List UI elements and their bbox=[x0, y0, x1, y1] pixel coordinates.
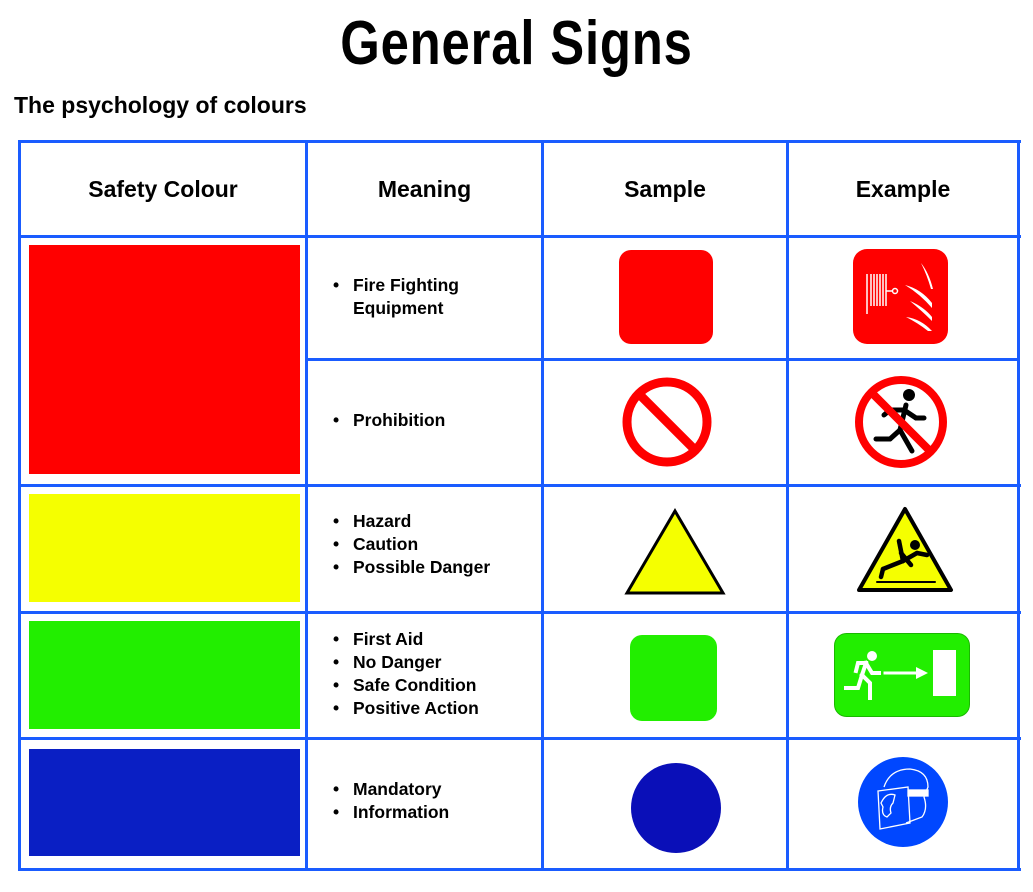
table-border bbox=[541, 140, 544, 871]
table-border bbox=[305, 358, 1020, 361]
bullet: • bbox=[333, 629, 340, 649]
meaning-mandatory: • Mandatory • Information bbox=[333, 778, 449, 824]
yellow-swatch bbox=[29, 494, 300, 602]
red-rounded-square-sample bbox=[619, 250, 713, 344]
meaning-prohibition: • Prohibition bbox=[333, 409, 445, 432]
header-sample: Sample bbox=[624, 176, 706, 202]
meaning-item: Positive Action bbox=[353, 698, 479, 718]
table-border bbox=[19, 611, 1021, 614]
meaning-hazard: • Hazard • Caution • Possible Danger bbox=[333, 510, 490, 579]
red-swatch bbox=[29, 245, 300, 474]
bullet: • bbox=[333, 802, 340, 822]
header-meaning: Meaning bbox=[377, 176, 472, 202]
fire-hose-reel-icon bbox=[853, 249, 948, 344]
emergency-exit-icon bbox=[834, 633, 970, 717]
table-border bbox=[19, 235, 1021, 238]
bullet: • bbox=[333, 675, 340, 695]
bullet: • bbox=[333, 557, 340, 577]
meaning-item: Caution bbox=[353, 534, 419, 554]
bullet: • bbox=[333, 534, 340, 554]
no-running-icon bbox=[855, 376, 947, 468]
bullet: • bbox=[333, 275, 340, 295]
meaning-item: First Aid bbox=[353, 629, 424, 649]
table-border bbox=[19, 140, 1021, 143]
meaning-item: Prohibition bbox=[353, 410, 446, 430]
prohibition-circle-sample bbox=[622, 377, 712, 467]
bullet: • bbox=[333, 652, 340, 672]
bullet: • bbox=[333, 410, 340, 430]
table-border bbox=[1017, 140, 1020, 871]
bullet: • bbox=[333, 779, 340, 799]
blue-swatch bbox=[29, 749, 300, 856]
meaning-first-aid: • First Aid • No Danger • Safe Condition • P… bbox=[333, 628, 479, 720]
bullet: • bbox=[333, 698, 340, 718]
yellow-triangle-sample bbox=[624, 508, 726, 595]
header-safety-colour: Safety Colour bbox=[88, 176, 238, 202]
page-subtitle: The psychology of colours bbox=[14, 92, 307, 118]
meaning-fire-fighting: • Fire Fighting Equipment bbox=[333, 274, 483, 320]
green-rounded-square-sample bbox=[630, 635, 717, 721]
meaning-item: Fire Fighting Equipment bbox=[353, 275, 459, 318]
table-border bbox=[19, 737, 1021, 740]
table-border bbox=[305, 140, 308, 871]
slippery-floor-warning-icon bbox=[857, 507, 953, 592]
meaning-item: Safe Condition bbox=[353, 675, 477, 695]
green-swatch bbox=[29, 621, 300, 729]
meaning-item: Information bbox=[353, 802, 450, 822]
blue-circle-sample bbox=[631, 763, 721, 853]
meaning-item: Hazard bbox=[353, 511, 412, 531]
meaning-item: No Danger bbox=[353, 652, 442, 672]
meaning-item: Possible Danger bbox=[353, 557, 491, 577]
header-example: Example bbox=[855, 176, 951, 202]
table-border bbox=[786, 140, 789, 871]
face-shield-required-icon bbox=[858, 757, 948, 847]
page-title: General Signs bbox=[340, 9, 693, 78]
meaning-item: Mandatory bbox=[353, 779, 442, 799]
table-border bbox=[19, 868, 1021, 871]
table-border bbox=[18, 140, 21, 871]
bullet: • bbox=[333, 511, 340, 531]
table-border bbox=[19, 484, 1021, 487]
